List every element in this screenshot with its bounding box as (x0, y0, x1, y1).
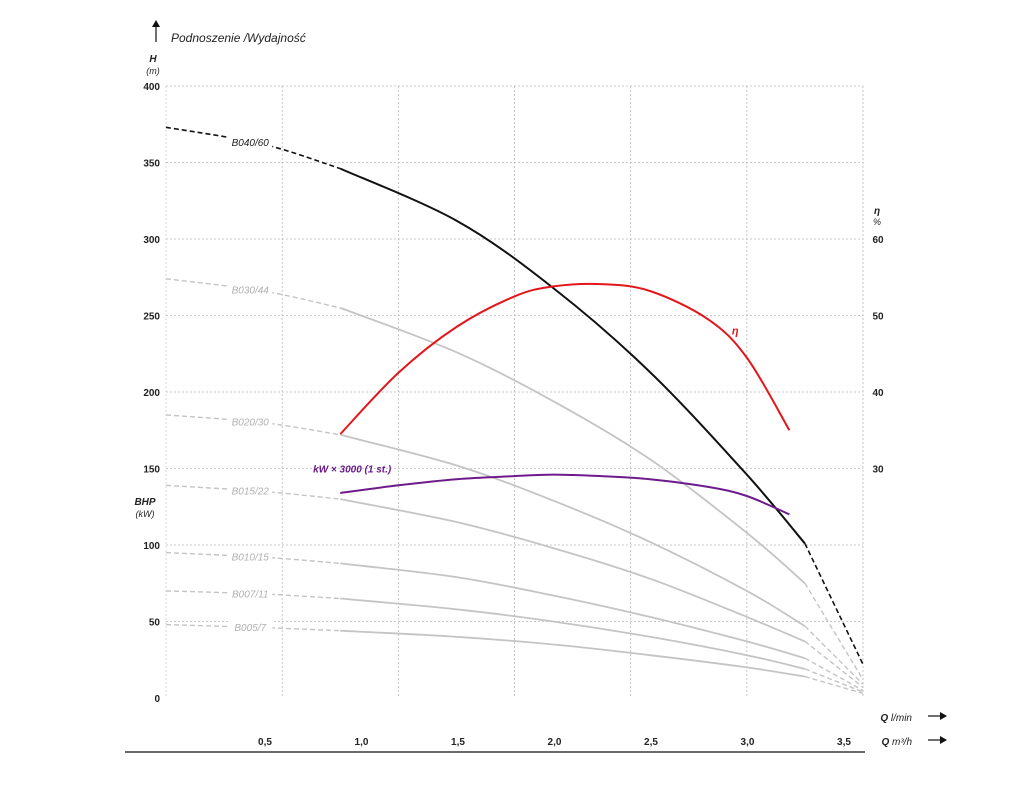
left-axis-ticks: 0 50 100 150 200 250 300 350 400 (143, 82, 160, 705)
curve-label: B005/7 (234, 623, 266, 634)
head-curve-b030-44 (339, 307, 806, 584)
head-curve-b010-15 (340, 562, 806, 660)
x-bottom-axis-arrow-icon (928, 736, 947, 744)
curve-label-background (228, 134, 273, 148)
head-curve-b015-22 (340, 498, 806, 643)
head-curve-dashed-end (804, 675, 864, 695)
head-curve-dashed-end (804, 543, 864, 665)
right-axis-unit: % (873, 217, 881, 227)
curve-label: B010/15 (232, 553, 270, 564)
right-axis-ticks: 30 40 50 60 (872, 235, 884, 476)
curve-label: B030/44 (232, 285, 270, 296)
right-tick-label: 40 (872, 388, 884, 399)
left-axis-label: H (149, 54, 157, 65)
bottom-axis-ticks: 0,5 1,0 1,5 2,0 2,5 3,0 3,5 (258, 737, 851, 748)
head-curve-dashed-end (804, 640, 864, 688)
head-curve-dashed-end (804, 657, 864, 692)
x-bottom-axis-caption: Q m³/h (881, 737, 912, 748)
curve-label-background (228, 549, 273, 563)
curve-label: B040/60 (232, 138, 270, 149)
power-axis-label: BHP (134, 497, 155, 508)
curve-label: B007/11 (232, 590, 269, 601)
grid (166, 85, 864, 698)
left-axis-unit: (m) (146, 66, 160, 76)
left-tick-label: 150 (143, 465, 160, 476)
power-curve (340, 473, 790, 516)
efficiency-curve (339, 282, 791, 435)
bottom-tick-label: 3,0 (741, 737, 755, 748)
right-tick-label: 30 (872, 465, 884, 476)
curve-label-background (228, 620, 273, 634)
bottom-tick-label: 2,0 (548, 737, 562, 748)
head-curve-dashed-end (804, 582, 864, 680)
curve-label-background (228, 282, 273, 296)
bottom-tick-label: 2,5 (644, 737, 658, 748)
left-tick-label: 350 (143, 159, 160, 170)
bottom-tick-label: 1,5 (451, 737, 465, 748)
curve-label-background (228, 586, 273, 600)
curve-label-background (228, 483, 273, 497)
bottom-tick-label: 0,5 (258, 737, 272, 748)
left-tick-label: 50 (149, 618, 161, 629)
left-tick-label: 0 (154, 694, 160, 705)
curve-labels: B040/60 B030/44 B020/30 B015/22 B010/15 B007/… (228, 134, 739, 634)
power-axis-unit: (kW) (136, 509, 155, 519)
left-tick-label: 400 (143, 82, 160, 93)
chart-title: Podnoszenie /Wydajność (171, 31, 306, 45)
head-curve-b007-11 (340, 597, 806, 670)
head-curve-dashed-end (804, 668, 864, 693)
x-top-axis-arrow-icon (928, 712, 947, 720)
right-tick-label: 60 (872, 235, 884, 246)
bottom-tick-label: 1,0 (355, 737, 369, 748)
efficiency-label: η (732, 326, 739, 338)
head-curve-b040-60 (339, 167, 806, 545)
left-tick-label: 100 (143, 541, 160, 552)
curve-label: B020/30 (232, 418, 270, 429)
curve-label-background (228, 414, 273, 428)
head-curve-b020-30 (340, 433, 806, 627)
right-tick-label: 50 (872, 312, 884, 323)
head-curve-b005-7 (340, 629, 806, 678)
curve-label: B015/22 (232, 487, 270, 498)
head-curve-dashed-end (804, 625, 864, 685)
right-axis-label: η (874, 206, 880, 217)
left-tick-label: 250 (143, 312, 160, 323)
left-tick-label: 200 (143, 388, 160, 399)
bottom-tick-label: 3,5 (837, 737, 851, 748)
power-label: kW × 3000 (1 st.) (313, 465, 392, 476)
x-top-axis-caption: Q l/min (880, 713, 912, 724)
left-tick-label: 300 (143, 235, 160, 246)
title-arrow-icon (152, 20, 160, 42)
